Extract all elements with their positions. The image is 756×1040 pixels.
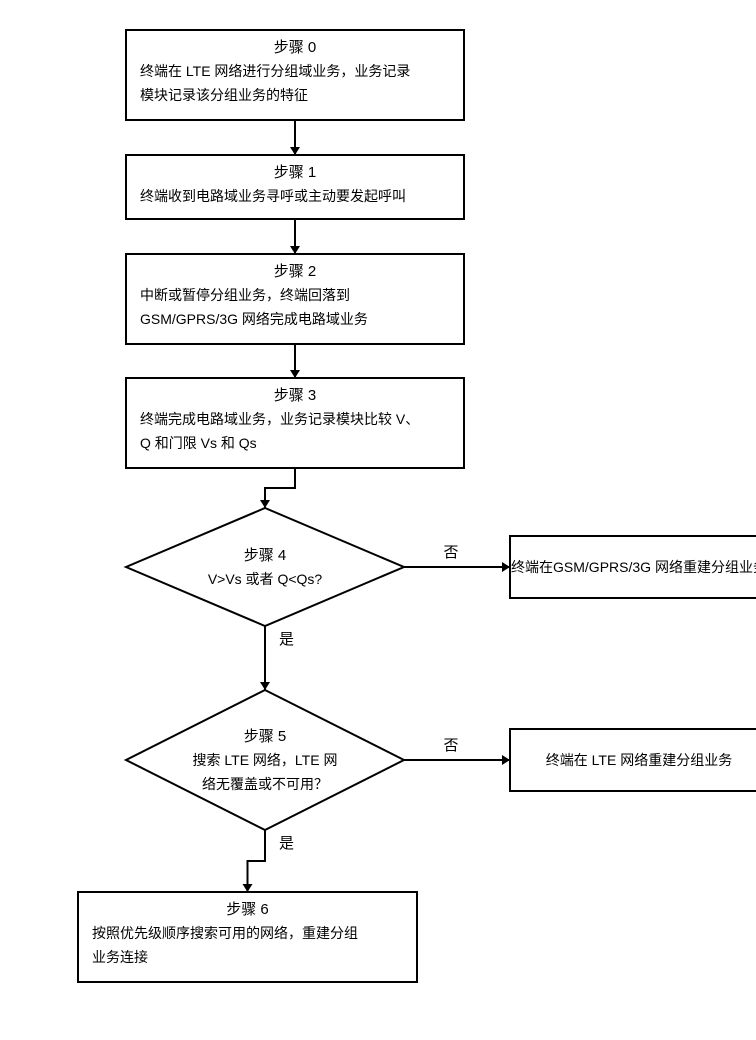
node-s0-title: 步骤 0 bbox=[274, 39, 317, 56]
node-s1-line-0: 终端收到电路域业务寻呼或主动要发起呼叫 bbox=[140, 188, 406, 204]
node-s2-title: 步骤 2 bbox=[274, 263, 317, 280]
flowchart: 是是否否步骤 0终端在 LTE 网络进行分组域业务，业务记录模块记录该分组业务的… bbox=[20, 20, 756, 1020]
node-s6-line-0: 按照优先级顺序搜索可用的网络，重建分组 bbox=[92, 925, 358, 941]
arrow-head bbox=[290, 246, 300, 254]
arrow-head bbox=[502, 562, 510, 572]
node-s3-line-0: 终端完成电路域业务，业务记录模块比较 V、 bbox=[140, 411, 419, 427]
node-s6-title: 步骤 6 bbox=[226, 901, 269, 918]
arrow-head bbox=[290, 147, 300, 155]
edge-s5-s6 bbox=[248, 830, 266, 892]
node-s5-line-1: 络无覆盖或不可用？ bbox=[202, 776, 328, 792]
edge-s3-s4 bbox=[265, 468, 295, 508]
node-s4-title: 步骤 4 bbox=[244, 547, 287, 564]
node-s4 bbox=[126, 508, 404, 626]
node-s5-title: 步骤 5 bbox=[244, 728, 287, 745]
edge-label-7: 否 bbox=[443, 737, 458, 754]
arrow-head bbox=[502, 755, 510, 765]
node-s2-line-0: 中断或暂停分组业务，终端回落到 bbox=[140, 287, 350, 303]
node-s0-line-1: 模块记录该分组业务的特征 bbox=[140, 87, 308, 103]
arrow-head bbox=[290, 370, 300, 378]
node-s3-line-1: Q 和门限 Vs 和 Qs bbox=[140, 435, 257, 451]
node-o5-line-0: 终端在 LTE 网络重建分组业务 bbox=[546, 752, 732, 768]
arrow-head bbox=[260, 500, 270, 508]
node-s4-line-0: V>Vs 或者 Q<Qs? bbox=[208, 571, 323, 587]
arrow-head bbox=[243, 884, 253, 892]
node-s0-line-0: 终端在 LTE 网络进行分组域业务，业务记录 bbox=[140, 63, 410, 79]
node-s1-title: 步骤 1 bbox=[274, 164, 317, 181]
node-s5-line-0: 搜索 LTE 网络，LTE 网 bbox=[193, 752, 338, 768]
node-s6-line-1: 业务连接 bbox=[92, 949, 148, 965]
edge-label-4: 是 bbox=[279, 631, 294, 648]
node-s2-line-1: GSM/GPRS/3G 网络完成电路域业务 bbox=[140, 311, 368, 327]
edge-label-5: 是 bbox=[279, 835, 294, 852]
node-o4-line-0: 终端在GSM/GPRS/3G 网络重建分组业务 bbox=[511, 559, 756, 575]
edge-label-6: 否 bbox=[443, 544, 458, 561]
arrow-head bbox=[260, 682, 270, 690]
node-s3-title: 步骤 3 bbox=[274, 387, 317, 404]
